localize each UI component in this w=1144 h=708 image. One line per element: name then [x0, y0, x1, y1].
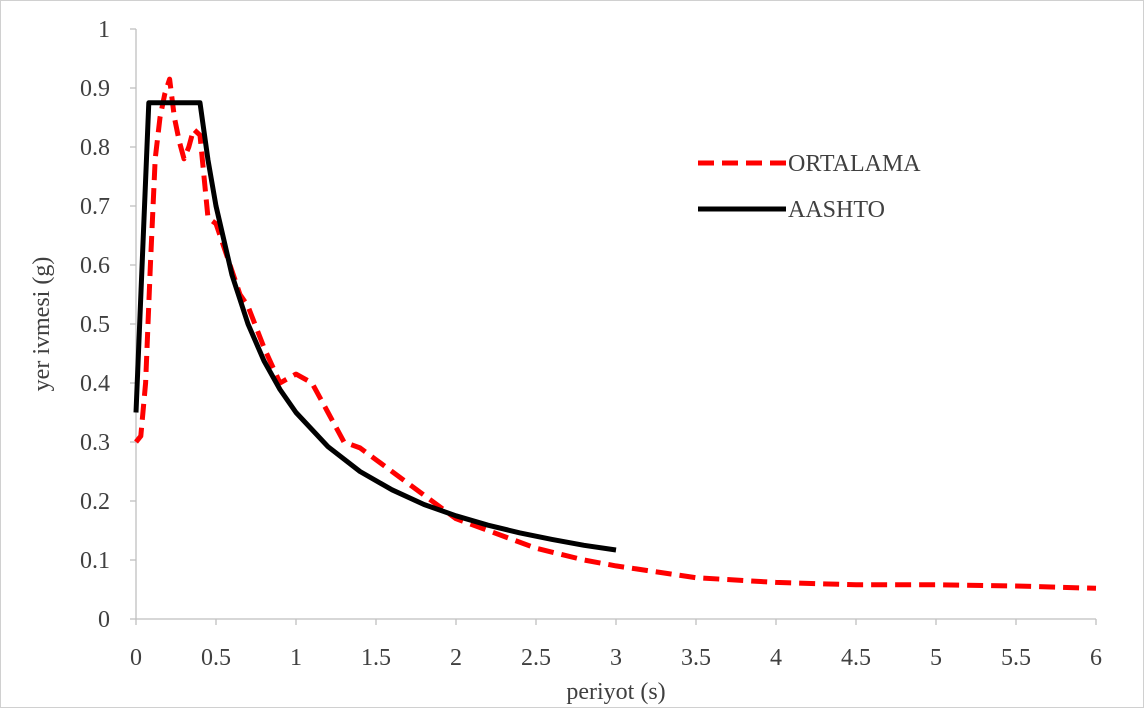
series-line-ortalama [134, 76, 1097, 591]
y-tick-label: 0.7 [80, 194, 110, 220]
y-tick-label: 1 [98, 17, 110, 43]
y-tick-label: 0.3 [80, 430, 110, 456]
x-tick-label: 4.5 [841, 645, 871, 671]
y-tick-label: 0.9 [80, 76, 110, 102]
y-tick-label: 0 [98, 607, 110, 633]
x-tick-label: 3 [610, 645, 622, 671]
legend-label-aashto: AASHTO [788, 197, 885, 223]
x-tick-label: 0.5 [201, 645, 231, 671]
x-tick-label: 1 [290, 645, 302, 671]
y-tick-label: 0.5 [80, 312, 110, 338]
y-tick-label: 0.1 [80, 548, 110, 574]
y-tick-label: 0.6 [80, 253, 110, 279]
legend-label-ortalama: ORTALAMA [788, 151, 921, 177]
series-line-aashto [133, 100, 617, 553]
x-tick-label: 3.5 [681, 645, 711, 671]
y-axis-title: yer ivmesi (g) [29, 257, 55, 392]
y-tick-label: 0.4 [80, 371, 110, 397]
x-tick-label: 6 [1090, 645, 1102, 671]
x-tick-label: 0 [130, 645, 142, 671]
y-tick-label: 0.2 [80, 489, 110, 515]
x-tick-label: 4 [770, 645, 782, 671]
y-tick-label: 0.8 [80, 135, 110, 161]
x-tick-label: 5 [930, 645, 942, 671]
x-axis-title: periyot (s) [566, 679, 665, 705]
x-tick-label: 5.5 [1001, 645, 1031, 671]
x-tick-label: 2.5 [521, 645, 551, 671]
x-tick-label: 1.5 [361, 645, 391, 671]
x-tick-label: 2 [450, 645, 462, 671]
